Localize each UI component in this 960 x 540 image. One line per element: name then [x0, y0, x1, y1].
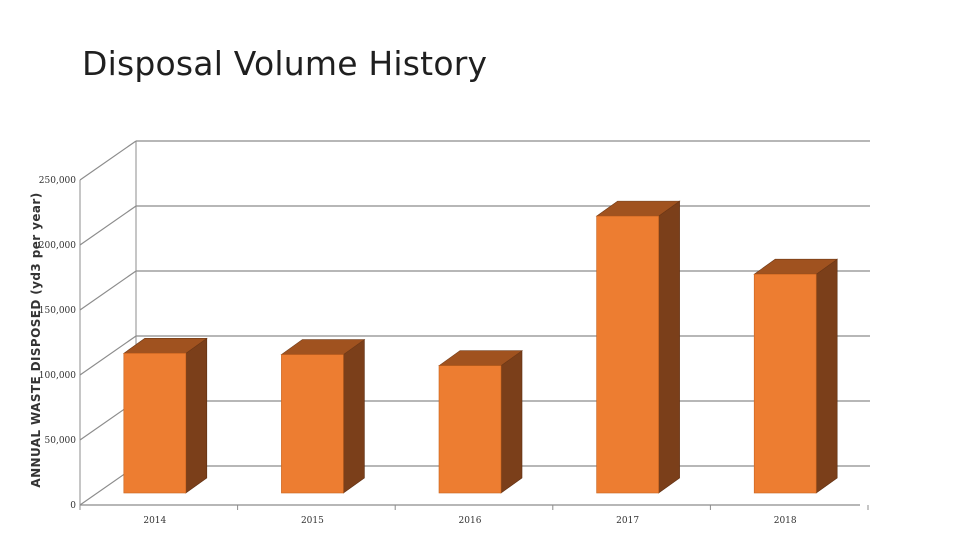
bar: [438, 365, 502, 494]
y-tick-label: 150,000: [39, 306, 76, 316]
y-tick-label: 250,000: [39, 176, 76, 186]
y-tick-label: 0: [70, 501, 76, 511]
bar: [123, 353, 187, 494]
gridline-depth: [79, 205, 137, 246]
bar-side: [343, 338, 365, 494]
bar-side: [185, 337, 208, 494]
y-tick-label: 200,000: [39, 241, 76, 251]
gridline-depth: [79, 335, 137, 376]
chart-title: Disposal Volume History: [82, 44, 488, 83]
x-tick-label: 2014: [143, 516, 166, 526]
bar: [753, 273, 817, 494]
bar-side: [815, 258, 838, 494]
y-tick-label: 50,000: [45, 436, 77, 446]
y-tick-label: 100,000: [39, 371, 76, 381]
x-tick-label: 2016: [459, 516, 482, 526]
gridline-depth: [79, 140, 137, 181]
x-tick-label: 2017: [616, 516, 639, 526]
bar-side: [658, 200, 680, 494]
bar: [596, 215, 659, 494]
gridline-depth: [79, 270, 137, 311]
x-tick-label: 2018: [774, 516, 797, 526]
x-tick-label: 2015: [301, 516, 324, 526]
bar: [281, 354, 344, 494]
bar-side: [500, 350, 523, 494]
